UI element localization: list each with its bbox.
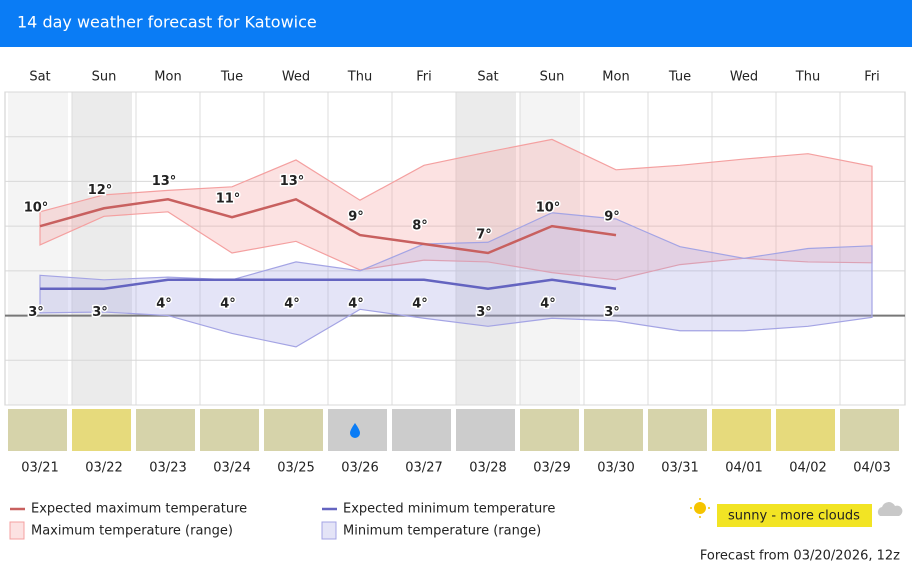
value-label: 11°: [216, 192, 241, 207]
sky-box: [520, 409, 579, 451]
date-label: 03/29: [533, 461, 570, 476]
sky-legend-label: sunny - more clouds: [728, 509, 860, 524]
value-label: 13°: [152, 174, 177, 189]
date-label: 03/28: [469, 461, 506, 476]
page-title: 14 day weather forecast for Katowice: [17, 13, 317, 32]
date-label: 03/22: [85, 461, 122, 476]
date-label: 04/02: [789, 461, 826, 476]
value-label: 4°: [540, 296, 556, 311]
sky-box: [584, 409, 643, 451]
date-label: 04/03: [853, 461, 890, 476]
date-label: 03/21: [21, 461, 58, 476]
legend-label: Expected minimum temperature: [343, 502, 555, 517]
sky-box: [648, 409, 707, 451]
value-label: 4°: [220, 296, 236, 311]
value-label: 8°: [412, 219, 428, 234]
sky-box: [8, 409, 67, 451]
sky-box: [392, 409, 451, 451]
day-label: Mon: [154, 70, 181, 85]
sky-box: [136, 409, 195, 451]
series-line: [40, 278, 617, 291]
value-label: 3°: [28, 305, 44, 320]
day-label: Thu: [347, 70, 372, 85]
sky-box: [776, 409, 835, 451]
legend-label: Minimum temperature (range): [343, 524, 541, 539]
date-label: 03/31: [661, 461, 698, 476]
day-label: Sat: [477, 70, 498, 85]
sun-icon: [694, 502, 706, 514]
day-label: Wed: [730, 70, 758, 85]
sky-box: [456, 409, 515, 451]
sky-box: [264, 409, 323, 451]
value-label: 7°: [476, 227, 492, 242]
value-label: 12°: [88, 183, 113, 198]
weekend-shade: [8, 92, 68, 405]
date-label: 04/01: [725, 461, 762, 476]
value-label: 4°: [156, 296, 172, 311]
value-label: 9°: [348, 210, 364, 225]
sky-box: [840, 409, 899, 451]
date-label: 03/30: [597, 461, 634, 476]
sun-rays: [690, 498, 710, 518]
value-label: 9°: [604, 210, 620, 225]
value-label: 4°: [412, 296, 428, 311]
weekend-shade: [456, 92, 516, 405]
cloud-icon: [877, 502, 903, 516]
value-label: 4°: [284, 296, 300, 311]
sky-box: [712, 409, 771, 451]
footer: Forecast from 03/20/2026, 12z: [700, 549, 900, 564]
day-label: Sun: [92, 70, 117, 85]
value-label: 10°: [536, 201, 561, 216]
day-label: Thu: [795, 70, 820, 85]
value-label: 13°: [280, 174, 305, 189]
weekend-shade: [72, 92, 132, 405]
legend-label: Expected maximum temperature: [31, 502, 247, 517]
day-label: Mon: [602, 70, 629, 85]
date-label: 03/25: [277, 461, 314, 476]
legend-label: Maximum temperature (range): [31, 524, 233, 539]
date-label: 03/26: [341, 461, 378, 476]
legend-swatch: [321, 521, 337, 540]
date-label: 03/27: [405, 461, 442, 476]
range-band: [39, 212, 873, 348]
rain-icon: [350, 423, 360, 438]
legend-swatch: [9, 521, 25, 540]
day-label: Tue: [220, 70, 243, 85]
sky-box: [72, 409, 131, 451]
day-label: Sun: [540, 70, 565, 85]
series-line: [39, 197, 617, 255]
date-label: 03/23: [149, 461, 186, 476]
date-label: 03/24: [213, 461, 250, 476]
day-label: Tue: [668, 70, 691, 85]
header-bar: [0, 0, 912, 47]
value-label: 3°: [476, 305, 492, 320]
day-label: Wed: [282, 70, 310, 85]
value-label: 3°: [92, 305, 108, 320]
value-label: 10°: [24, 201, 49, 216]
value-label: 4°: [348, 296, 364, 311]
day-label: Sat: [29, 70, 50, 85]
sky-box: [200, 409, 259, 451]
sky-legend-box: [717, 504, 872, 527]
day-label: Fri: [416, 70, 432, 85]
day-label: Fri: [864, 70, 880, 85]
value-label: 3°: [604, 305, 620, 320]
